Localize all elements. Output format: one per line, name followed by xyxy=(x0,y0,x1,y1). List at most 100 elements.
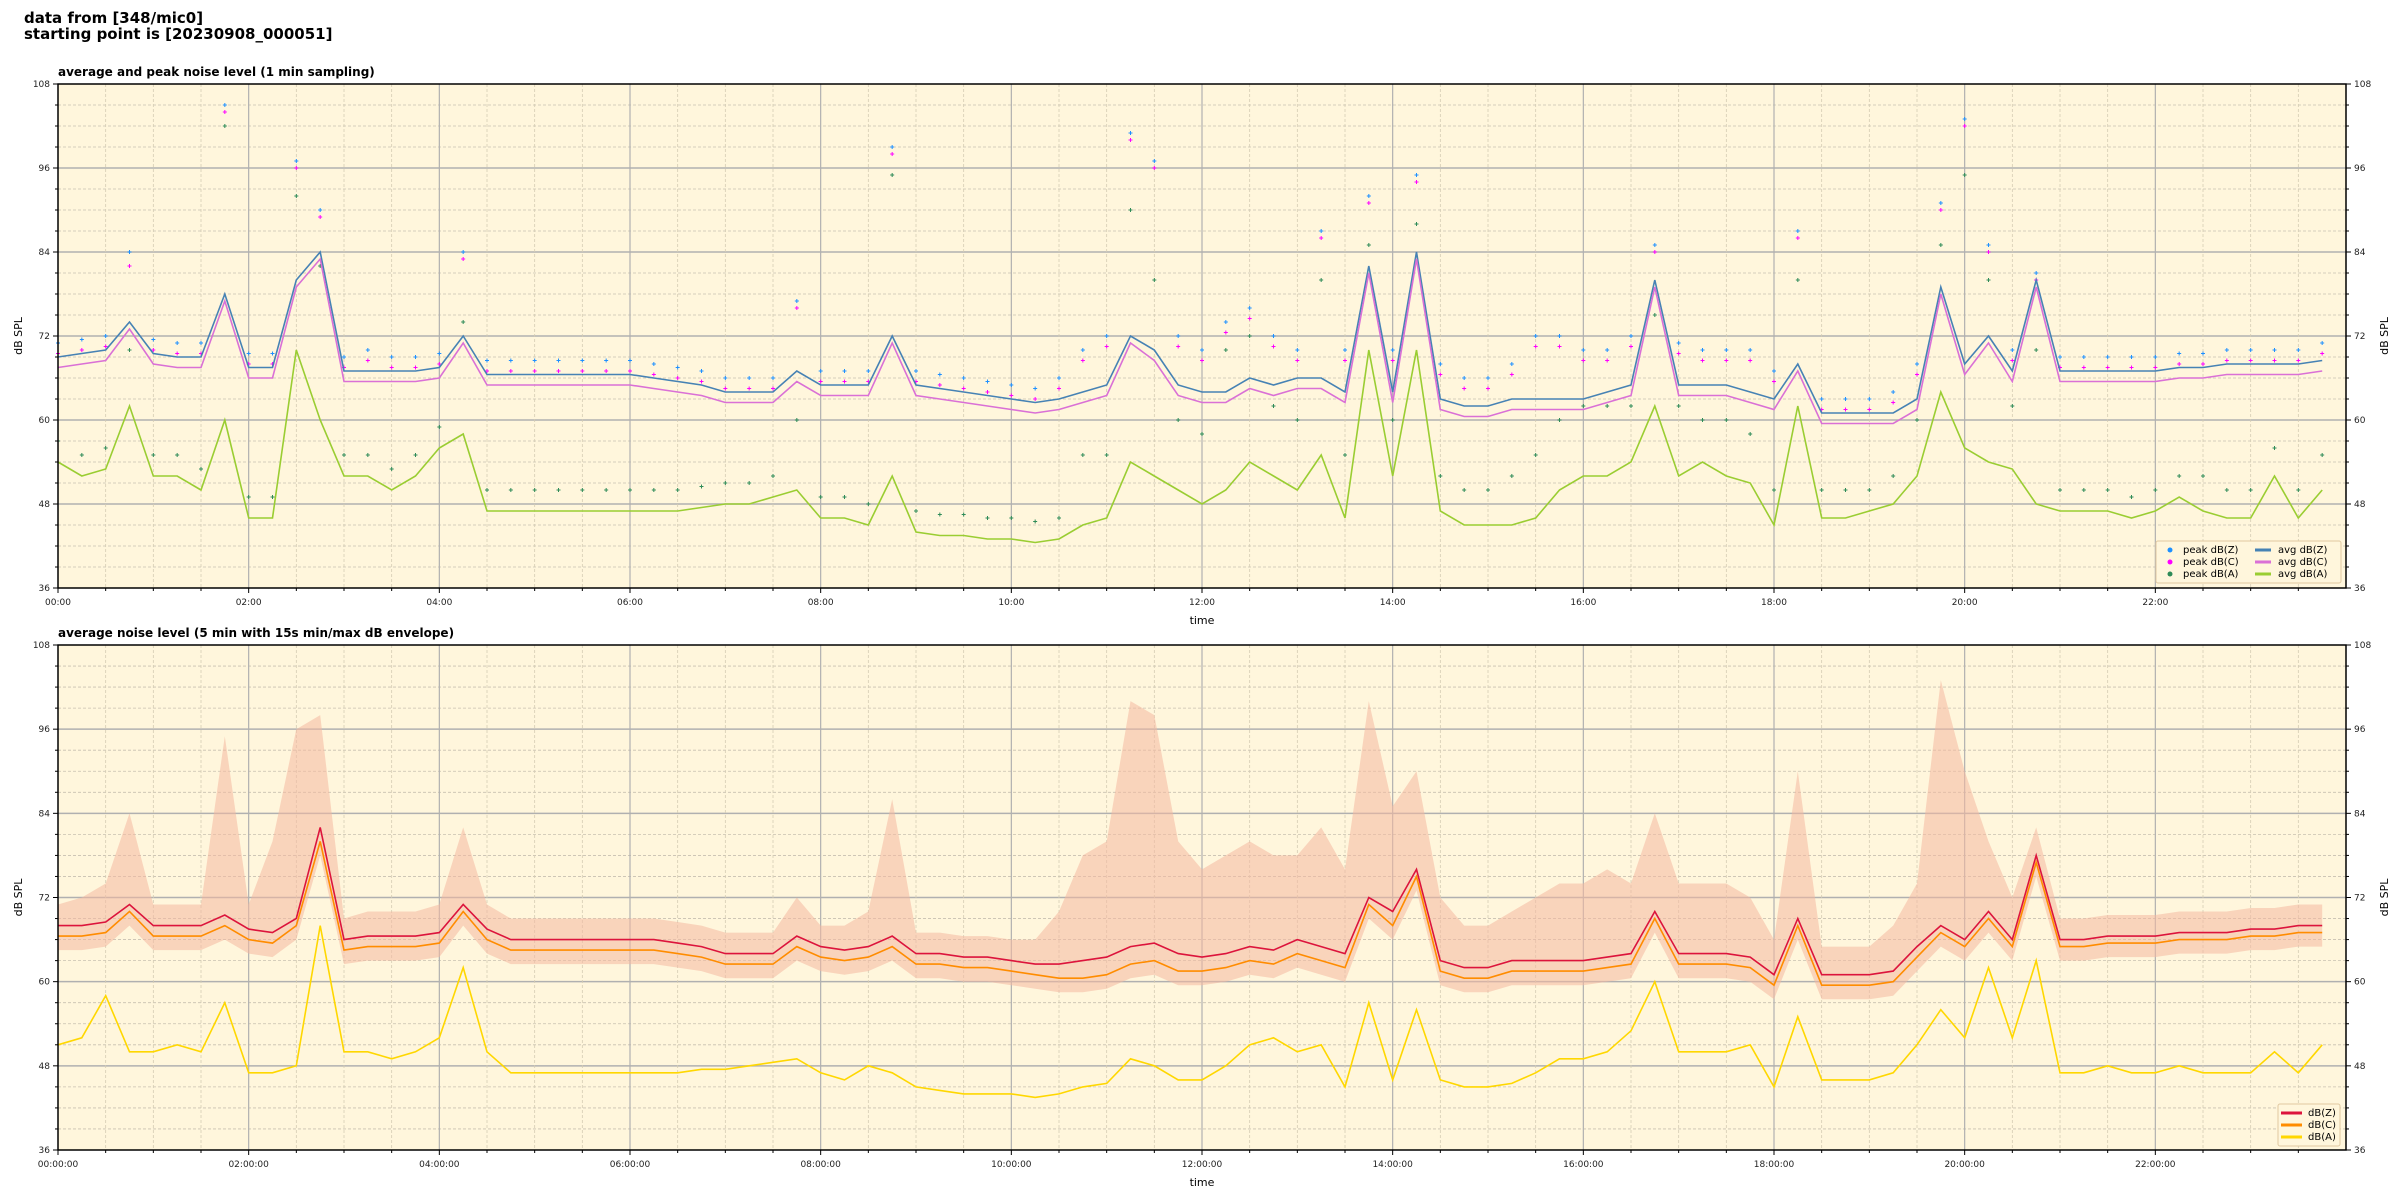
peak-point xyxy=(1795,236,1800,240)
figure-title: data from [348/mic0] starting point is [… xyxy=(24,10,332,42)
x-tick-label: 18:00:00 xyxy=(1754,1160,1795,1170)
peak-point xyxy=(2010,404,2015,408)
peak-point xyxy=(222,103,227,107)
peak-point xyxy=(2105,488,2110,492)
x-tick-label: 02:00 xyxy=(236,598,262,608)
y-tick-label-left: 60 xyxy=(39,978,51,988)
x-tick-label: 22:00 xyxy=(2142,598,2168,608)
peak-point xyxy=(365,453,370,457)
peak-point xyxy=(1962,173,1967,177)
peak-point xyxy=(1390,358,1395,363)
peak-point xyxy=(1676,341,1681,345)
x-tick-label: 20:00 xyxy=(1952,598,1978,608)
peak-point xyxy=(1104,344,1109,349)
peak-point xyxy=(1581,404,1586,408)
legend-label: peak dB(Z) xyxy=(2183,545,2239,556)
legend-label: dB(Z) xyxy=(2308,1108,2336,1119)
peak-point xyxy=(794,418,799,422)
peak-point xyxy=(771,376,775,380)
peak-point xyxy=(508,358,513,363)
y-axis-label-left: dB SPL xyxy=(12,316,25,355)
peak-point xyxy=(2201,362,2205,366)
legend-marker xyxy=(2167,571,2173,577)
peak-point xyxy=(485,358,489,363)
x-tick-label: 08:00:00 xyxy=(800,1160,841,1170)
series-avg-db-z-line xyxy=(57,250,2323,414)
peak-point xyxy=(723,386,728,391)
peak-point xyxy=(1724,418,1729,422)
peak-point xyxy=(961,386,966,391)
peak-point xyxy=(1080,358,1085,363)
series-avg-db-c-line xyxy=(57,257,2323,425)
x-tick-label: 12:00 xyxy=(1189,598,1215,608)
y-tick-label-right: 84 xyxy=(2354,809,2366,819)
peak-point xyxy=(342,355,346,359)
peak-point xyxy=(1462,376,1467,380)
peak-point xyxy=(2153,488,2158,492)
peak-point xyxy=(1819,488,1824,492)
peak-point xyxy=(1724,358,1729,363)
legend: peak dB(Z)peak dB(C)peak dB(A)avg dB(Z)a… xyxy=(2155,540,2342,584)
peak-point xyxy=(604,488,609,492)
peak-point xyxy=(2177,362,2182,366)
x-tick-label: 00:00:00 xyxy=(38,1160,79,1170)
y-tick-label-right: 48 xyxy=(2354,500,2366,510)
peak-point xyxy=(1343,453,1347,457)
peak-point xyxy=(151,453,156,457)
peak-point xyxy=(1772,369,1776,373)
peak-point xyxy=(1247,316,1252,321)
y-axis-label-right: dB SPL xyxy=(2378,316,2391,355)
peak-point xyxy=(1915,372,1919,377)
peak-point xyxy=(1390,348,1395,352)
peak-point xyxy=(2320,453,2325,457)
y-axis-label-left: dB SPL xyxy=(12,878,25,917)
x-tick-label: 20:00:00 xyxy=(1944,1160,1985,1170)
peak-point xyxy=(1080,453,1085,457)
peak-point xyxy=(1343,358,1347,363)
y-tick-label-right: 48 xyxy=(2354,1062,2366,1072)
peak-point xyxy=(580,369,585,373)
x-tick-label: 16:00 xyxy=(1570,598,1596,608)
peak-point xyxy=(1867,407,1872,412)
peak-point xyxy=(1867,397,1872,401)
peak-point xyxy=(866,369,871,373)
y-tick-label-right: 36 xyxy=(2354,1146,2366,1156)
x-tick-label: 10:00:00 xyxy=(991,1160,1032,1170)
peak-point xyxy=(294,166,299,170)
peak-point xyxy=(1295,348,1300,352)
legend-marker xyxy=(2167,559,2173,565)
peak-point xyxy=(151,348,156,352)
legend-label: avg dB(A) xyxy=(2278,569,2328,580)
x-tick-label: 14:00 xyxy=(1380,598,1406,608)
peak-point xyxy=(1629,334,1633,338)
peak-point xyxy=(1057,376,1061,380)
peak-point xyxy=(1223,348,1228,352)
peak-point xyxy=(318,208,323,212)
peak-point xyxy=(461,257,466,261)
peak-point xyxy=(365,348,370,352)
legend-label: peak dB(A) xyxy=(2183,569,2239,580)
y-tick-label-left: 108 xyxy=(33,641,50,651)
x-tick-label: 04:00:00 xyxy=(419,1160,460,1170)
peak-point xyxy=(1033,519,1038,524)
peak-point xyxy=(1795,278,1800,282)
peak-point xyxy=(1414,173,1419,177)
series-peak-db-a xyxy=(56,124,2325,524)
peak-point xyxy=(1891,400,1896,405)
peak-point xyxy=(842,379,847,384)
peak-point xyxy=(127,348,132,352)
peak-point xyxy=(1652,313,1657,317)
peak-point xyxy=(103,334,108,338)
peak-point xyxy=(79,348,84,352)
peak-point xyxy=(1557,344,1562,349)
peak-point xyxy=(79,453,84,457)
peak-point xyxy=(151,337,156,342)
peak-point xyxy=(2081,355,2086,359)
peak-point xyxy=(413,453,418,457)
peak-point xyxy=(556,358,561,363)
peak-point xyxy=(699,484,704,489)
peak-point xyxy=(1509,362,1514,366)
peak-point xyxy=(1295,418,1300,422)
peak-point xyxy=(1200,348,1204,352)
peak-point xyxy=(389,355,394,359)
